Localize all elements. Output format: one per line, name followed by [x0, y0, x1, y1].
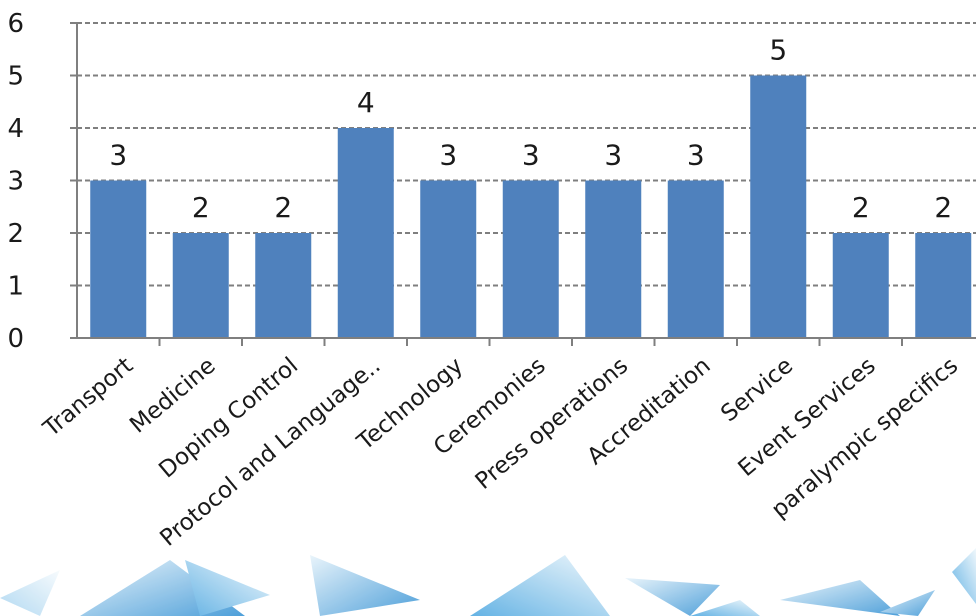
y-tick-label: 2: [7, 219, 24, 249]
x-category-label: Service: [716, 353, 798, 428]
y-tick-label: 3: [7, 167, 24, 197]
bar: [173, 233, 229, 338]
data-label: 2: [934, 191, 952, 224]
data-label: 3: [604, 139, 622, 172]
data-label: 4: [357, 86, 375, 119]
bar: [833, 233, 889, 338]
bars: [90, 76, 971, 339]
bar: [90, 181, 146, 339]
data-label: 3: [439, 139, 457, 172]
y-tick-label: 0: [7, 324, 24, 354]
decor-triangle: [185, 560, 270, 616]
y-tick-label: 1: [7, 272, 24, 302]
bar: [585, 181, 641, 339]
decor-triangle: [310, 555, 420, 616]
data-label: 3: [687, 139, 705, 172]
bar: [750, 76, 806, 339]
x-category-label: Press operations: [471, 353, 633, 495]
data-label: 3: [109, 139, 127, 172]
decor-triangle: [780, 580, 900, 616]
x-category-label: Doping Control: [154, 353, 303, 484]
y-axis-tick-labels: 0 1 2 3 4 5 6: [7, 9, 24, 354]
decor-triangle: [880, 590, 935, 616]
data-label: 5: [769, 34, 787, 67]
bar: [668, 181, 724, 339]
decor-triangle: [0, 570, 60, 616]
background-decoration: [0, 548, 976, 616]
bar: [420, 181, 476, 339]
x-category-label: Event Services: [734, 353, 881, 482]
y-tick-label: 5: [7, 62, 24, 92]
y-tick-label: 6: [7, 9, 24, 39]
decor-triangle: [470, 555, 610, 616]
decor-triangle: [625, 578, 720, 616]
y-tick-label: 4: [7, 114, 24, 144]
x-category-label: Transport: [38, 353, 138, 443]
bar: [338, 128, 394, 338]
data-label: 2: [192, 191, 210, 224]
data-label: 3: [522, 139, 540, 172]
bar: [255, 233, 311, 338]
decor-triangle: [952, 548, 976, 604]
bar: [503, 181, 559, 339]
data-label: 2: [274, 191, 292, 224]
bar: [915, 233, 971, 338]
data-label: 2: [852, 191, 870, 224]
